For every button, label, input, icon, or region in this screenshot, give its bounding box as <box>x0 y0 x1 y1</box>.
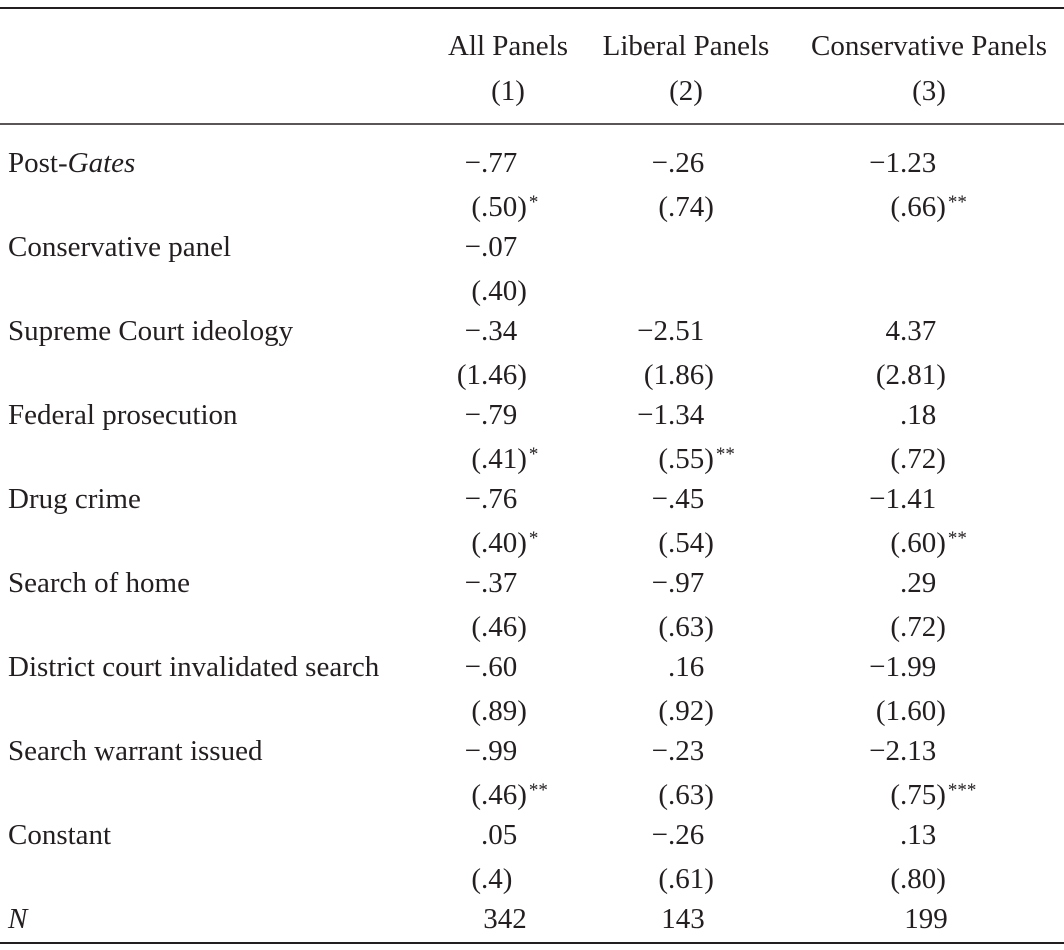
standard-error: (.72) <box>890 611 946 643</box>
standard-error: (.4) <box>471 863 512 895</box>
significance-stars: *** <box>948 780 977 801</box>
column-name: Liberal Panels <box>603 30 770 62</box>
coefficient: −1.41 <box>869 483 936 515</box>
significance-stars: ** <box>716 444 735 465</box>
n-label: N <box>7 903 29 935</box>
coefficient: −.76 <box>465 483 518 515</box>
row-label: Search warrant issued <box>8 735 263 767</box>
coefficient: −1.23 <box>869 147 936 179</box>
standard-error: (.92) <box>658 695 714 727</box>
coefficient: −.97 <box>652 567 705 599</box>
standard-error: (.72) <box>890 443 946 475</box>
standard-error: (.55) <box>658 443 714 475</box>
row-label: Conservative panel <box>8 231 231 263</box>
label-part: Search of home <box>8 567 190 599</box>
label-part: Constant <box>8 819 111 851</box>
row-label: Drug crime <box>8 483 141 515</box>
row-label: Supreme Court ideology <box>8 315 294 347</box>
coefficient: −.99 <box>465 735 518 767</box>
standard-error: (.40) <box>471 527 527 559</box>
n-value: 342 <box>483 903 527 935</box>
standard-error: (1.86) <box>644 359 714 391</box>
coefficient: −1.99 <box>869 651 936 683</box>
coefficient: −.60 <box>465 651 518 683</box>
standard-error: (1.60) <box>876 695 946 727</box>
column-number: (3) <box>912 75 946 107</box>
standard-error: (.63) <box>658 611 714 643</box>
coefficient: .16 <box>668 651 704 683</box>
label-part: Federal prosecution <box>8 399 238 431</box>
label-part: Post- <box>8 147 68 179</box>
coefficient: −.79 <box>465 399 518 431</box>
row-label: Federal prosecution <box>8 399 238 431</box>
standard-error: (.80) <box>890 863 946 895</box>
column-name: Conservative Panels <box>811 30 1047 62</box>
coefficient: .29 <box>900 567 936 599</box>
standard-error: (.61) <box>658 863 714 895</box>
coefficient: −1.34 <box>637 399 705 431</box>
significance-stars: * <box>529 444 539 465</box>
coefficient: 4.37 <box>886 315 937 347</box>
standard-error: (.63) <box>658 779 714 811</box>
label-part: Supreme Court ideology <box>8 315 294 347</box>
significance-stars: ** <box>948 528 967 549</box>
coefficient: −.37 <box>465 567 518 599</box>
standard-error: (.41) <box>471 443 527 475</box>
coefficient: −.26 <box>652 819 705 851</box>
row-label: Constant <box>8 819 111 851</box>
significance-stars: ** <box>948 192 967 213</box>
coefficient: −.23 <box>652 735 705 767</box>
row-label: Search of home <box>8 567 190 599</box>
standard-error: (.54) <box>658 527 714 559</box>
label-part: Search warrant issued <box>8 735 263 767</box>
coefficient: .13 <box>900 819 936 851</box>
coefficient: −.77 <box>465 147 518 179</box>
standard-error: (1.46) <box>457 359 527 391</box>
column-name: All Panels <box>448 30 568 62</box>
coefficient: .05 <box>481 819 517 851</box>
label-part: Gates <box>68 147 136 179</box>
label-part: District court invalidated search <box>8 651 380 683</box>
label-part: Drug crime <box>8 483 141 515</box>
coefficient: −.07 <box>465 231 518 263</box>
coefficient: −.45 <box>652 483 705 515</box>
standard-error: (.40) <box>471 275 527 307</box>
label-part: Conservative panel <box>8 231 231 263</box>
column-number: (1) <box>491 75 525 107</box>
standard-error: (2.81) <box>876 359 946 391</box>
standard-error: (.46) <box>471 779 527 811</box>
standard-error: (.60) <box>890 527 946 559</box>
coefficient: −2.51 <box>637 315 704 347</box>
standard-error: (.74) <box>658 191 714 223</box>
row-label: Post-Gates <box>8 147 135 179</box>
significance-stars: * <box>529 192 539 213</box>
standard-error: (.66) <box>890 191 946 223</box>
standard-error: (.89) <box>471 695 527 727</box>
coefficient: −.34 <box>465 315 518 347</box>
standard-error: (.46) <box>471 611 527 643</box>
coefficient: .18 <box>900 399 936 431</box>
significance-stars: ** <box>529 780 548 801</box>
n-value: 199 <box>904 903 948 935</box>
n-value: 143 <box>661 903 705 935</box>
column-number: (2) <box>669 75 703 107</box>
coefficient: −2.13 <box>869 735 936 767</box>
coefficient: −.26 <box>652 147 705 179</box>
row-label: District court invalidated search <box>8 651 380 683</box>
standard-error: (.75) <box>890 779 946 811</box>
significance-stars: * <box>529 528 539 549</box>
standard-error: (.50) <box>471 191 527 223</box>
